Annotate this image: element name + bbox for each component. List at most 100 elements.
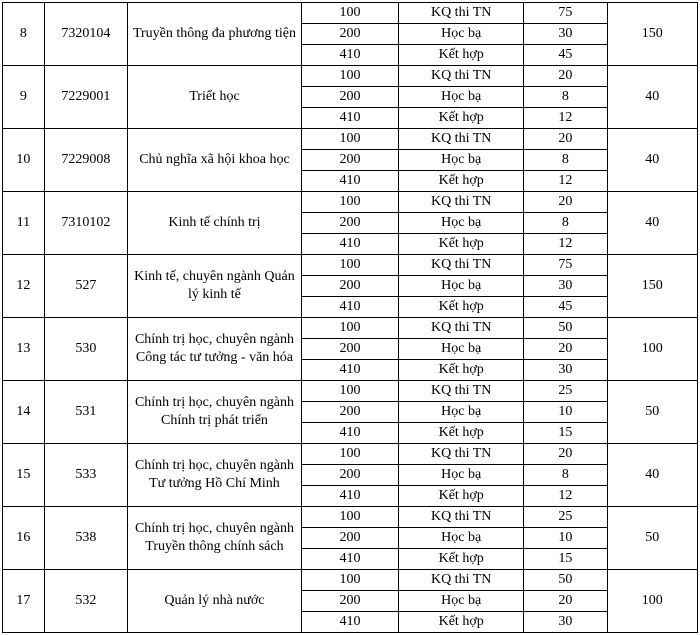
cell-quota: 8	[524, 465, 607, 486]
cell-method-name: KQ thi TN	[399, 3, 524, 24]
cell-method-name: Học bạ	[399, 402, 524, 423]
cell-method-code: 100	[301, 255, 398, 276]
cell-code: 530	[44, 318, 127, 381]
cell-method-code: 100	[301, 3, 398, 24]
cell-quota: 30	[524, 276, 607, 297]
cell-code: 7229001	[44, 66, 127, 129]
table-row: 13530Chính trị học, chuyên ngành Công tá…	[3, 318, 698, 339]
cell-method-code: 410	[301, 234, 398, 255]
cell-quota: 10	[524, 528, 607, 549]
cell-quota: 45	[524, 297, 607, 318]
cell-total: 100	[607, 318, 697, 381]
cell-method-code: 100	[301, 192, 398, 213]
cell-name: Chính trị học, chuyên ngành Chính trị ph…	[128, 381, 302, 444]
cell-quota: 50	[524, 318, 607, 339]
table-row: 16538Chính trị học, chuyên ngành Truyền …	[3, 507, 698, 528]
table-row: 14531Chính trị học, chuyên ngành Chính t…	[3, 381, 698, 402]
cell-method-name: Kết hợp	[399, 612, 524, 633]
cell-quota: 20	[524, 591, 607, 612]
cell-code: 7229008	[44, 129, 127, 192]
cell-method-code: 200	[301, 402, 398, 423]
cell-quota: 15	[524, 549, 607, 570]
cell-code: 531	[44, 381, 127, 444]
cell-method-name: Kết hợp	[399, 423, 524, 444]
cell-method-code: 410	[301, 297, 398, 318]
cell-method-code: 200	[301, 150, 398, 171]
cell-method-code: 200	[301, 591, 398, 612]
cell-quota: 20	[524, 444, 607, 465]
cell-total: 150	[607, 3, 697, 66]
cell-method-code: 100	[301, 318, 398, 339]
cell-stt: 11	[3, 192, 45, 255]
table-row: 107229008Chủ nghĩa xã hội khoa học100KQ …	[3, 129, 698, 150]
cell-method-name: Học bạ	[399, 591, 524, 612]
cell-method-name: Kết hợp	[399, 486, 524, 507]
cell-method-code: 100	[301, 444, 398, 465]
cell-quota: 75	[524, 3, 607, 24]
cell-total: 50	[607, 381, 697, 444]
cell-method-name: Kết hợp	[399, 297, 524, 318]
table-row: 17532Quản lý nhà nước100KQ thi TN50100	[3, 570, 698, 591]
cell-total: 40	[607, 192, 697, 255]
cell-method-name: Kết hợp	[399, 360, 524, 381]
cell-name: Kinh tế chính trị	[128, 192, 302, 255]
cell-quota: 20	[524, 192, 607, 213]
cell-method-code: 410	[301, 549, 398, 570]
cell-stt: 8	[3, 3, 45, 66]
cell-quota: 12	[524, 171, 607, 192]
cell-name: Chính trị học, chuyên ngành Công tác tư …	[128, 318, 302, 381]
cell-method-name: Học bạ	[399, 528, 524, 549]
cell-method-name: KQ thi TN	[399, 255, 524, 276]
cell-method-name: KQ thi TN	[399, 318, 524, 339]
cell-method-name: Học bạ	[399, 150, 524, 171]
cell-method-code: 200	[301, 213, 398, 234]
cell-stt: 16	[3, 507, 45, 570]
cell-method-name: Học bạ	[399, 213, 524, 234]
cell-quota: 12	[524, 234, 607, 255]
cell-method-code: 410	[301, 486, 398, 507]
cell-method-name: KQ thi TN	[399, 507, 524, 528]
cell-quota: 8	[524, 87, 607, 108]
table-row: 117310102Kinh tế chính trị100KQ thi TN20…	[3, 192, 698, 213]
table-row: 15533Chính trị học, chuyên ngành Tư tưởn…	[3, 444, 698, 465]
cell-name: Quản lý nhà nước	[128, 570, 302, 633]
cell-method-code: 200	[301, 87, 398, 108]
cell-method-code: 100	[301, 507, 398, 528]
cell-name: Chính trị học, chuyên ngành Tư tưởng Hồ …	[128, 444, 302, 507]
cell-quota: 20	[524, 129, 607, 150]
cell-code: 538	[44, 507, 127, 570]
cell-name: Triết học	[128, 66, 302, 129]
cell-quota: 12	[524, 108, 607, 129]
table-body: 87320104Truyền thông đa phương tiện100KQ…	[3, 3, 698, 633]
cell-code: 7320104	[44, 3, 127, 66]
cell-stt: 15	[3, 444, 45, 507]
cell-total: 150	[607, 255, 697, 318]
cell-name: Chủ nghĩa xã hội khoa học	[128, 129, 302, 192]
cell-quota: 30	[524, 360, 607, 381]
cell-quota: 30	[524, 24, 607, 45]
cell-quota: 10	[524, 402, 607, 423]
cell-total: 100	[607, 570, 697, 633]
cell-total: 50	[607, 507, 697, 570]
cell-name: Chính trị học, chuyên ngành Truyền thông…	[128, 507, 302, 570]
cell-code: 527	[44, 255, 127, 318]
cell-method-code: 100	[301, 129, 398, 150]
admission-table: 87320104Truyền thông đa phương tiện100KQ…	[2, 2, 698, 633]
cell-stt: 10	[3, 129, 45, 192]
table-row: 12527Kinh tế, chuyên ngành Quản lý kinh …	[3, 255, 698, 276]
cell-method-name: Học bạ	[399, 24, 524, 45]
cell-method-code: 410	[301, 612, 398, 633]
cell-method-name: Học bạ	[399, 87, 524, 108]
table-row: 87320104Truyền thông đa phương tiện100KQ…	[3, 3, 698, 24]
cell-total: 40	[607, 66, 697, 129]
cell-quota: 25	[524, 507, 607, 528]
cell-method-code: 100	[301, 570, 398, 591]
cell-method-code: 100	[301, 381, 398, 402]
cell-quota: 30	[524, 612, 607, 633]
cell-method-name: Kết hợp	[399, 108, 524, 129]
cell-method-code: 200	[301, 528, 398, 549]
cell-method-name: KQ thi TN	[399, 381, 524, 402]
cell-quota: 20	[524, 339, 607, 360]
cell-method-name: Kết hợp	[399, 549, 524, 570]
cell-name: Kinh tế, chuyên ngành Quản lý kinh tế	[128, 255, 302, 318]
